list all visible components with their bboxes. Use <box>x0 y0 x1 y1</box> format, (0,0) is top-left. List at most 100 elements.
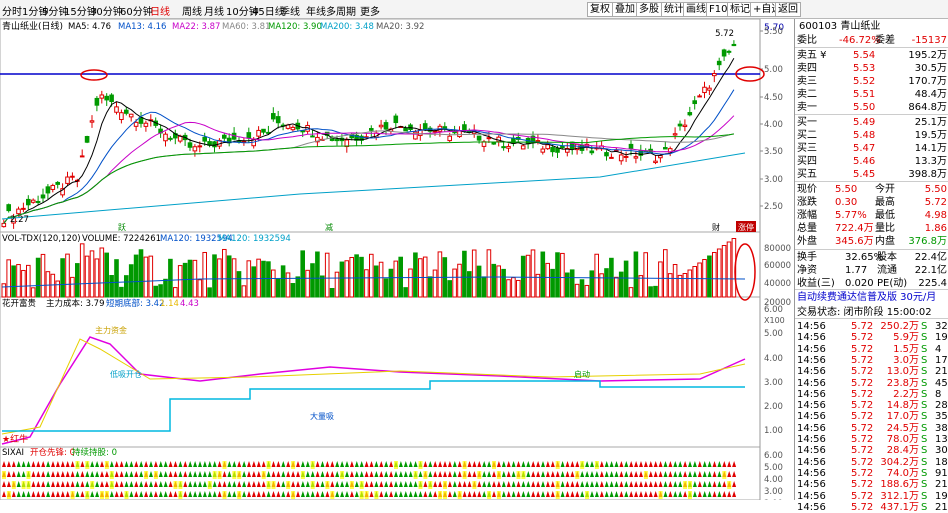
f10-button[interactable]: F10 <box>706 2 731 17</box>
signal-arrow <box>41 481 46 487</box>
price-top-label: 5.70 <box>764 23 784 33</box>
period-daily[interactable]: 日线 <box>150 7 170 18</box>
period-year[interactable]: 年线 <box>306 7 326 18</box>
period-monthly[interactable]: 月线 <box>204 7 224 18</box>
volume-bar <box>290 283 296 298</box>
volume-bar <box>530 249 536 298</box>
signal-arrow <box>222 471 227 477</box>
signal-arrow <box>315 481 320 487</box>
quote-cell: 2.2万 <box>893 388 919 400</box>
candle-body <box>202 136 207 142</box>
signal-arrow <box>379 471 384 477</box>
signal-arrow <box>198 491 202 497</box>
quote-cell: S <box>921 343 928 355</box>
period-quarter[interactable]: 季线 <box>280 7 300 18</box>
quote-cell: 最低 <box>875 210 895 221</box>
chart-area[interactable]: 青山纸业(日线) MA5: 4.76 MA13: 4.16 MA22: 3.87 MA6… <box>0 18 794 509</box>
stat-row: 涨跌 0.30 最高 5.72 <box>795 196 948 209</box>
quote-cell: 5.72 <box>851 321 874 332</box>
signal-highlight <box>300 471 305 479</box>
period-30min[interactable]: 30分钟 <box>90 7 123 18</box>
chart-canvas[interactable]: 青山纸业(日线) MA5: 4.76 MA13: 4.16 MA22: 3.87 MA6… <box>0 18 794 509</box>
signal-arrow <box>80 491 85 497</box>
volume-bar <box>697 262 702 298</box>
volume-bar <box>476 265 482 298</box>
tick-row: 14:56 5.72 23.8万 S 45 <box>795 378 948 389</box>
volume-bar <box>148 255 154 298</box>
period-45day[interactable]: 45日线 <box>252 7 285 18</box>
candle-body <box>604 152 609 157</box>
statistics-button[interactable]: 统计 <box>661 2 687 17</box>
period-10min[interactable]: 10分钟 <box>226 7 259 18</box>
volume-bar <box>712 252 717 298</box>
volume-bar <box>89 250 95 298</box>
quote-cell: 总量 <box>797 223 817 234</box>
ad-row[interactable]: 自动续费通达信普及版 30元/月 <box>795 291 948 304</box>
signal-arrow <box>496 461 501 467</box>
signal-arrow <box>85 471 90 477</box>
volume-bar <box>75 263 80 298</box>
signal-arrow <box>609 461 614 467</box>
quote-cell: S <box>921 321 928 332</box>
period-60min[interactable]: 60分钟 <box>120 7 153 18</box>
signal-highlight <box>26 481 31 489</box>
vol-ma120b: MA120: 1932594 <box>218 234 291 244</box>
signal-highlight <box>496 491 501 499</box>
volume-bar <box>300 250 305 298</box>
restore-rights-button[interactable]: 复权 <box>587 2 613 17</box>
signal-arrow <box>541 491 545 497</box>
candle-body <box>721 49 727 57</box>
ind-tick: 4.00 <box>764 354 783 364</box>
period-multi[interactable]: 多周期 <box>326 7 356 18</box>
quote-cell: 14.8万 <box>886 400 919 412</box>
signal-highlight <box>487 491 492 499</box>
volume-bar <box>432 269 438 298</box>
signal-arrow <box>384 471 389 477</box>
period-more[interactable]: 更多 <box>360 7 380 18</box>
price-tick: 3.50 <box>764 147 783 157</box>
multi-stock-button[interactable]: 多股 <box>636 2 662 17</box>
overlay-button[interactable]: 叠加 <box>612 2 638 17</box>
quote-cell: 14:56 <box>797 366 826 378</box>
period-5min[interactable]: 5分钟 <box>42 7 69 18</box>
signal-highlight <box>70 491 75 499</box>
period-1min[interactable]: 1分钟 <box>22 7 49 18</box>
stat2-row: 换手 32.65% 股本 22.4亿 <box>795 251 948 264</box>
signal-arrow <box>624 471 629 477</box>
signal-arrow <box>60 471 65 477</box>
signal-arrow <box>129 461 134 467</box>
tick-row: 14:56 5.72 304.2万S 181 <box>795 457 948 468</box>
period-15min[interactable]: 15分钟 <box>64 7 97 18</box>
candle-body <box>486 137 492 140</box>
signal-arrow <box>452 491 457 497</box>
signal-arrow <box>536 481 541 487</box>
signal-arrow <box>712 491 717 497</box>
signal-highlight <box>173 481 178 489</box>
signal-arrow <box>237 481 242 487</box>
period-1min-tab[interactable]: 分时 <box>2 7 22 18</box>
quote-cell: 30.5万 <box>914 63 947 74</box>
tick-row: 14:56 5.72 17.0万 S 35 <box>795 411 948 422</box>
signal-arrow <box>678 461 683 467</box>
volume-bar <box>197 279 203 298</box>
back-button[interactable]: 返回 <box>775 2 801 17</box>
signal-arrow <box>11 491 16 497</box>
signal-arrow <box>65 481 70 487</box>
signal-arrow <box>604 471 609 477</box>
signal-arrow <box>585 471 590 477</box>
signal-arrow <box>575 481 580 487</box>
signal-arrow <box>560 491 565 497</box>
draw-line-button[interactable]: 画线 <box>683 2 709 17</box>
candle-body <box>692 100 698 105</box>
vol-value: VOLUME: 7224261 <box>82 234 161 244</box>
quote-cell: 91 <box>935 467 948 479</box>
signal-arrow <box>428 471 433 477</box>
period-weekly[interactable]: 周线 <box>182 7 202 18</box>
signal-arrow <box>232 481 237 487</box>
signal-arrow <box>462 481 467 487</box>
signal-arrow <box>242 461 247 467</box>
quote-cell: 5.72 <box>851 445 874 457</box>
candle-body <box>707 87 712 91</box>
signal-arrow <box>629 461 634 467</box>
signal-arrow <box>16 491 21 497</box>
